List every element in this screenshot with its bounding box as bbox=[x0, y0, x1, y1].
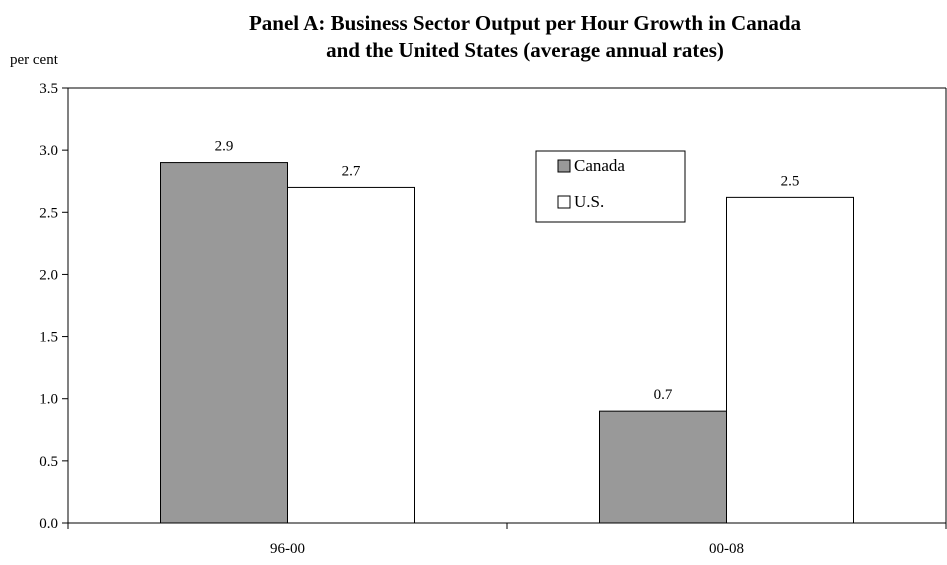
plot-area: 0.0 0.5 1.0 1.5 2.0 2.5 3.0 3.5 2.9 2.7 96-00 0.7 2.… bbox=[39, 81, 947, 557]
bar-canada-1 bbox=[599, 410, 727, 524]
legend: Canada U.S. bbox=[535, 150, 686, 223]
x-category-label: 96-00 bbox=[270, 541, 305, 557]
y-axis-unit-label: per cent bbox=[10, 52, 59, 68]
legend-swatch-canada bbox=[557, 159, 571, 173]
y-tick-label: 2.0 bbox=[39, 267, 58, 283]
bar-us-0 bbox=[287, 186, 415, 524]
chart-title: Panel A: Business Sector Output per Hour… bbox=[0, 10, 947, 64]
chart-title-line-2: and the United States (average annual ra… bbox=[326, 38, 724, 62]
y-tick-label: 3.0 bbox=[39, 143, 58, 159]
y-tick-label: 0.5 bbox=[39, 454, 58, 470]
data-label: 2.5 bbox=[781, 173, 800, 189]
y-tick-label: 0.0 bbox=[39, 516, 58, 532]
data-label: 0.7 bbox=[654, 387, 673, 403]
legend-label-us: U.S. bbox=[574, 192, 604, 211]
y-tick-label: 1.0 bbox=[39, 392, 58, 408]
y-tick-label: 1.5 bbox=[39, 330, 58, 346]
data-label: 2.9 bbox=[215, 139, 234, 155]
bar-us-1 bbox=[726, 196, 854, 524]
y-tick-label: 3.5 bbox=[39, 81, 58, 97]
data-label: 2.7 bbox=[342, 163, 361, 179]
legend-label-canada: Canada bbox=[574, 156, 625, 175]
x-category-label: 00-08 bbox=[709, 541, 744, 557]
y-tick-label: 2.5 bbox=[39, 205, 58, 221]
legend-swatch-us bbox=[557, 195, 571, 209]
bar-canada-0 bbox=[160, 162, 288, 524]
chart-title-line-1: Panel A: Business Sector Output per Hour… bbox=[248, 11, 802, 35]
